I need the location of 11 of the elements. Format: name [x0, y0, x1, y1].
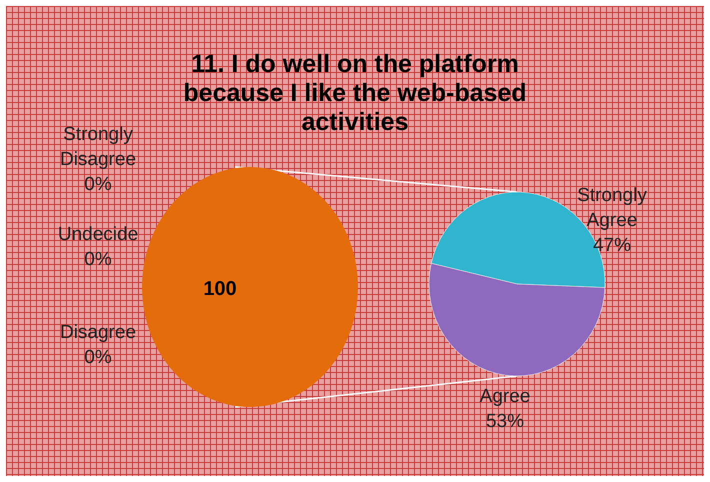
- category-label: Undecide: [58, 224, 138, 245]
- chart-title: 11. I do well on the platform because I like the web-based activities: [183, 50, 527, 136]
- slice-label: Agree: [480, 386, 530, 407]
- text: 0%: [84, 347, 112, 368]
- category-label: Disagree: [60, 322, 136, 343]
- category-label: Strongly Disagree: [60, 124, 136, 170]
- text: 0%: [84, 249, 112, 270]
- text: 0%: [84, 174, 112, 195]
- data-label: 53%: [486, 411, 524, 432]
- data-label: 100: [203, 278, 237, 300]
- slice-label: Strongly Agree: [577, 185, 648, 231]
